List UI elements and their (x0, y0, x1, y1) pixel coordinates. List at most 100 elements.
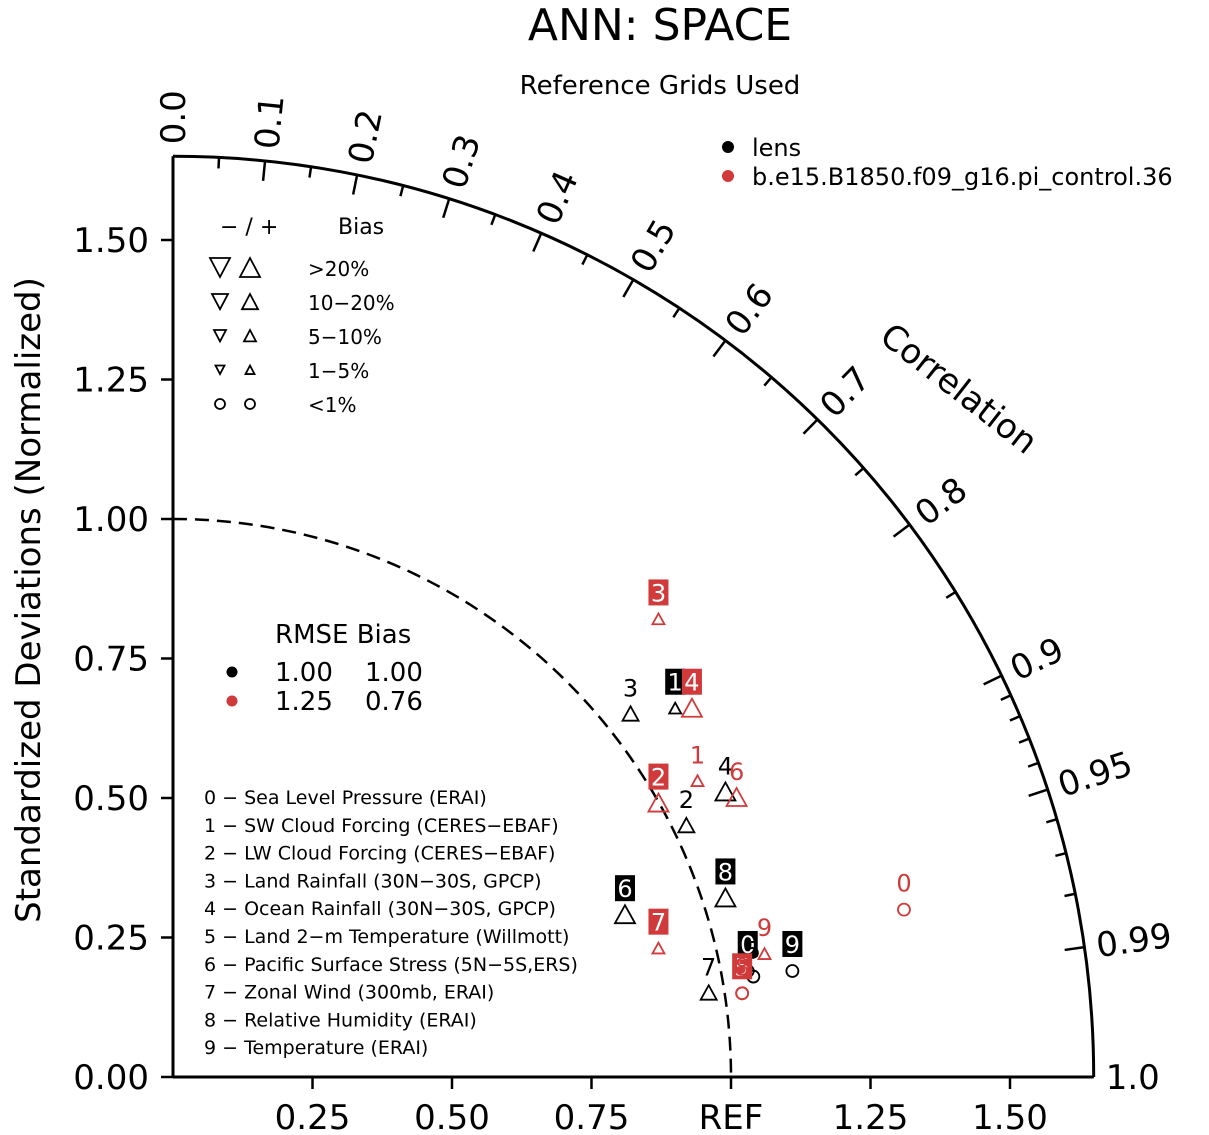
correlation-minor-tick (581, 254, 589, 266)
point-label: 7 (701, 953, 716, 981)
x-tick-label: REF (699, 1098, 764, 1135)
correlation-tick-label: 0.9 (1004, 630, 1070, 690)
bias-legend-label: 1−5% (308, 359, 369, 383)
variable-list-item: 4 − Ocean Rainfall (30N−30S, GPCP) (204, 898, 556, 920)
bias-legend-down-triangle (212, 329, 228, 344)
stats-rmse-control: 1.25 (275, 687, 333, 717)
point-label-box (715, 858, 736, 885)
correlation-tick-label: 0.95 (1053, 744, 1137, 806)
chart-subtitle: Reference Grids Used (520, 71, 801, 101)
correlation-tick-label: 0.4 (529, 165, 587, 231)
bias-legend-circle (214, 398, 226, 410)
point-label: 0 (740, 931, 755, 959)
correlation-major-tick (442, 198, 451, 219)
stats-marker-control (226, 695, 238, 707)
correlation-minor-tick (1027, 761, 1039, 768)
bias-legend-up-triangle (244, 363, 256, 375)
point-marker-triangle (621, 704, 641, 722)
bias-legend-circle (244, 398, 256, 410)
correlation-tick-label: 0.1 (247, 93, 292, 151)
legend-marker-control (722, 170, 734, 182)
point-marker-triangle (613, 903, 637, 925)
bias-legend-up-triangle (242, 328, 258, 343)
correlation-axis-label: Correlation (872, 316, 1044, 463)
point-label: 2 (651, 764, 666, 792)
y-tick-label: 1.00 (73, 500, 149, 540)
point-marker-triangle (689, 773, 706, 787)
point-label-box (782, 930, 803, 957)
legend-label-lens: lens (752, 134, 801, 162)
bias-legend: − / + Bias >20% 10−20% 5−10% 1−5% <1% (208, 215, 395, 417)
point-marker-triangle (680, 696, 704, 718)
point-label-box (648, 579, 669, 606)
y-tick-label: 1.50 (73, 221, 149, 261)
point-marker-triangle (756, 946, 773, 960)
correlation-tick-label: 0.3 (435, 130, 489, 194)
stats-bias-lens: 1.00 (365, 658, 423, 688)
correlation-major-tick (1028, 788, 1049, 797)
correlation-major-tick (622, 279, 635, 298)
point-marker-triangle (713, 780, 737, 802)
correlation-tick-label: 0.0 (154, 90, 194, 144)
bias-legend-label: 10−20% (308, 291, 395, 315)
correlation-tick-label: 0.2 (341, 106, 391, 167)
reference-arc (172, 517, 733, 1078)
point-label-box (648, 763, 669, 790)
correlation-major-tick (1064, 945, 1085, 952)
point-label: 5 (735, 953, 750, 981)
correlation-minor-tick (672, 307, 681, 318)
point-label-box (648, 908, 669, 935)
point-marker-triangle (725, 786, 749, 807)
point-label: 2 (679, 786, 694, 814)
point-marker-circle (785, 964, 800, 978)
correlation-minor-tick (1064, 892, 1076, 898)
correlation-tick-label: 0.6 (717, 276, 781, 343)
correlation-minor-tick (217, 157, 221, 169)
correlation-major-tick (351, 174, 359, 195)
point-marker-triangle (699, 983, 719, 1001)
variable-list-item: 5 − Land 2−m Temperature (Willmott) (204, 926, 569, 948)
correlation-major-tick (802, 418, 819, 435)
point-marker-circle (897, 902, 911, 917)
variable-list-item: 7 − Zonal Wind (300mb, ERAI) (204, 982, 494, 1004)
correlation-minor-tick (1000, 694, 1012, 701)
point-label: 6 (617, 875, 632, 903)
point-label: 4 (684, 669, 699, 697)
point-marker-circle (735, 986, 750, 1001)
point-label: 1 (690, 741, 705, 769)
y-tick-label: 0.75 (73, 640, 149, 680)
correlation-minor-tick (1009, 715, 1021, 722)
variable-list-item: 9 − Temperature (ERAI) (204, 1037, 428, 1059)
point-label: 1 (668, 669, 683, 697)
point-label: 3 (651, 579, 666, 607)
bias-legend-down-triangle (210, 293, 230, 312)
point-marker-triangle (646, 791, 670, 813)
correlation-minor-tick (1055, 851, 1067, 858)
bias-legend-label: >20% (308, 257, 369, 281)
point-marker-triangle (650, 940, 666, 955)
y-tick-label: 0.50 (73, 779, 149, 819)
variable-list-item: 0 − Sea Level Pressure (ERAI) (204, 787, 487, 809)
x-tick-label: 1.25 (833, 1098, 909, 1135)
point-label: 4 (718, 752, 733, 780)
bias-legend-down-triangle (214, 364, 226, 376)
correlation-minor-tick (945, 590, 957, 599)
point-marker-triangle (676, 816, 696, 834)
correlation-tick-label: 0.5 (623, 213, 685, 280)
y-axis-label: Standardized Deviations (Normalized) (9, 277, 49, 923)
point-label-box (681, 668, 702, 695)
x-tick-label: 0.75 (554, 1098, 630, 1135)
x-tick-label: 0.50 (414, 1098, 490, 1135)
bias-legend-down-triangle (208, 257, 232, 279)
correlation-minor-tick (854, 467, 865, 477)
bias-legend-signs: − / + (220, 215, 278, 240)
bias-legend-label: <1% (308, 393, 357, 417)
variable-list-item: 6 − Pacific Surface Stress (5N−5S,ERS) (204, 954, 578, 976)
point-label: 6 (729, 758, 744, 786)
point-label-box (665, 668, 686, 695)
point-label-box (737, 930, 758, 957)
stats-bias-control: 0.76 (365, 687, 423, 717)
x-tick-label: 0.25 (275, 1098, 351, 1135)
